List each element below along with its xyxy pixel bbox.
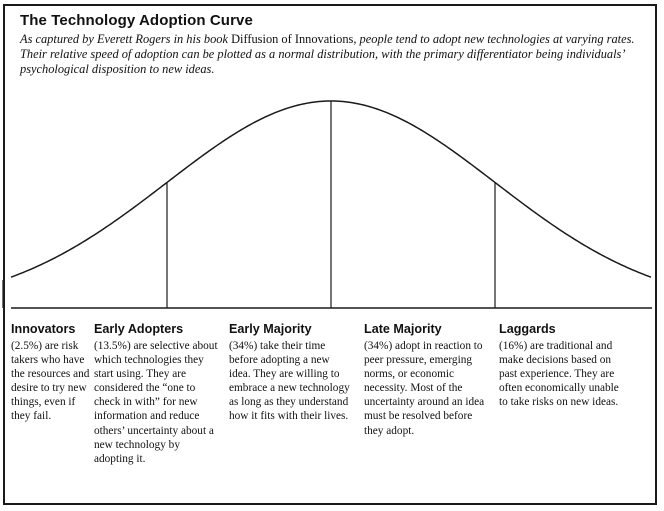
intro-part-1: As captured by Everett Rogers in his boo… — [20, 32, 232, 46]
book-title: Diffusion of Innovations — [231, 32, 354, 46]
segment-early-majority: Early Majority (34%) take their time bef… — [229, 322, 351, 424]
intro-text: As captured by Everett Rogers in his boo… — [20, 32, 640, 77]
segment-innovators: Innovators (2.5%) are risk takers who ha… — [11, 322, 93, 424]
intro-part-2: , people tend to adopt new technologies … — [20, 32, 635, 76]
segment-name: Laggards — [499, 322, 556, 336]
diagram-frame — [3, 4, 657, 505]
segment-early-adopters: Early Adopters (13.5%) are selective abo… — [94, 322, 220, 466]
segment-description: (2.5%) are risk takers who have the reso… — [11, 340, 90, 423]
segment-name: Early Adopters — [94, 322, 184, 336]
segment-name: Early Majority — [229, 322, 312, 336]
diagram-title: The Technology Adoption Curve — [20, 12, 253, 29]
segment-description: (34%) adopt in reaction to peer pressure… — [364, 340, 485, 437]
segment-name: Late Majority — [364, 322, 442, 336]
segment-description: (16%) are traditional and make decisions… — [499, 340, 619, 409]
segment-name: Innovators — [11, 322, 76, 336]
segment-laggards: Laggards (16%) are traditional and make … — [499, 322, 629, 409]
segment-late-majority: Late Majority (34%) adopt in reaction to… — [364, 322, 488, 438]
segment-description: (13.5%) are selective about which techno… — [94, 340, 218, 465]
segment-description: (34%) take their time before adopting a … — [229, 340, 350, 423]
segment-dividers — [2, 101, 496, 308]
